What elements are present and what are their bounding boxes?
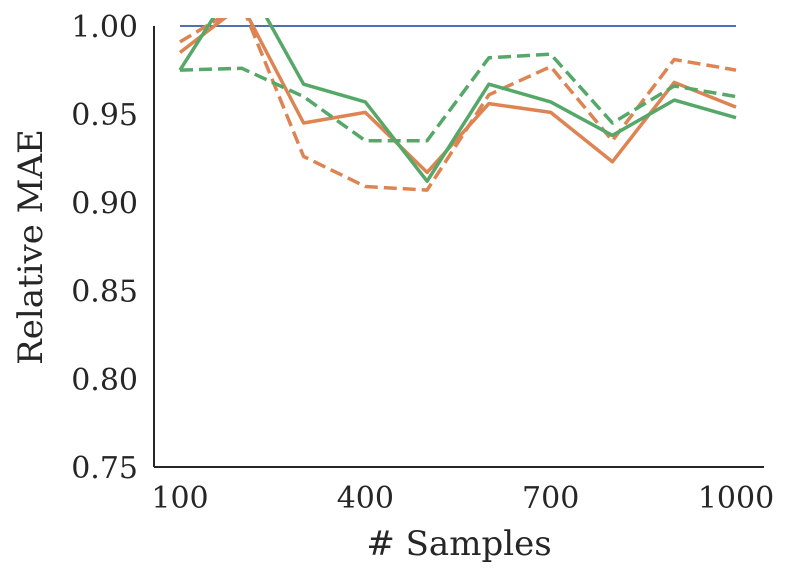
y-tick-label: 0.75 <box>71 451 138 486</box>
y-tick-label: 0.85 <box>71 275 138 310</box>
x-tick-label: 100 <box>151 481 208 516</box>
y-tick-label: 1.00 <box>71 10 138 45</box>
y-tick-label: 0.80 <box>71 363 138 398</box>
y-axis-label: Relative MAE <box>11 129 51 365</box>
x-tick-label: 400 <box>337 481 394 516</box>
tick-layer: 0.75 0.80 0.85 0.90 0.95 1.00 100 400 700 1000 <box>71 10 774 516</box>
series-line-5 <box>179 52 737 143</box>
series-layer <box>178 18 737 192</box>
x-axis-label: # Samples <box>366 524 551 564</box>
x-tick-label: 1000 <box>698 481 774 516</box>
series-line-2 <box>178 18 737 175</box>
y-tick-label: 0.95 <box>71 98 138 133</box>
series-line-4 <box>178 18 737 183</box>
x-tick-label: 700 <box>522 481 579 516</box>
y-tick-label: 0.90 <box>71 186 138 221</box>
